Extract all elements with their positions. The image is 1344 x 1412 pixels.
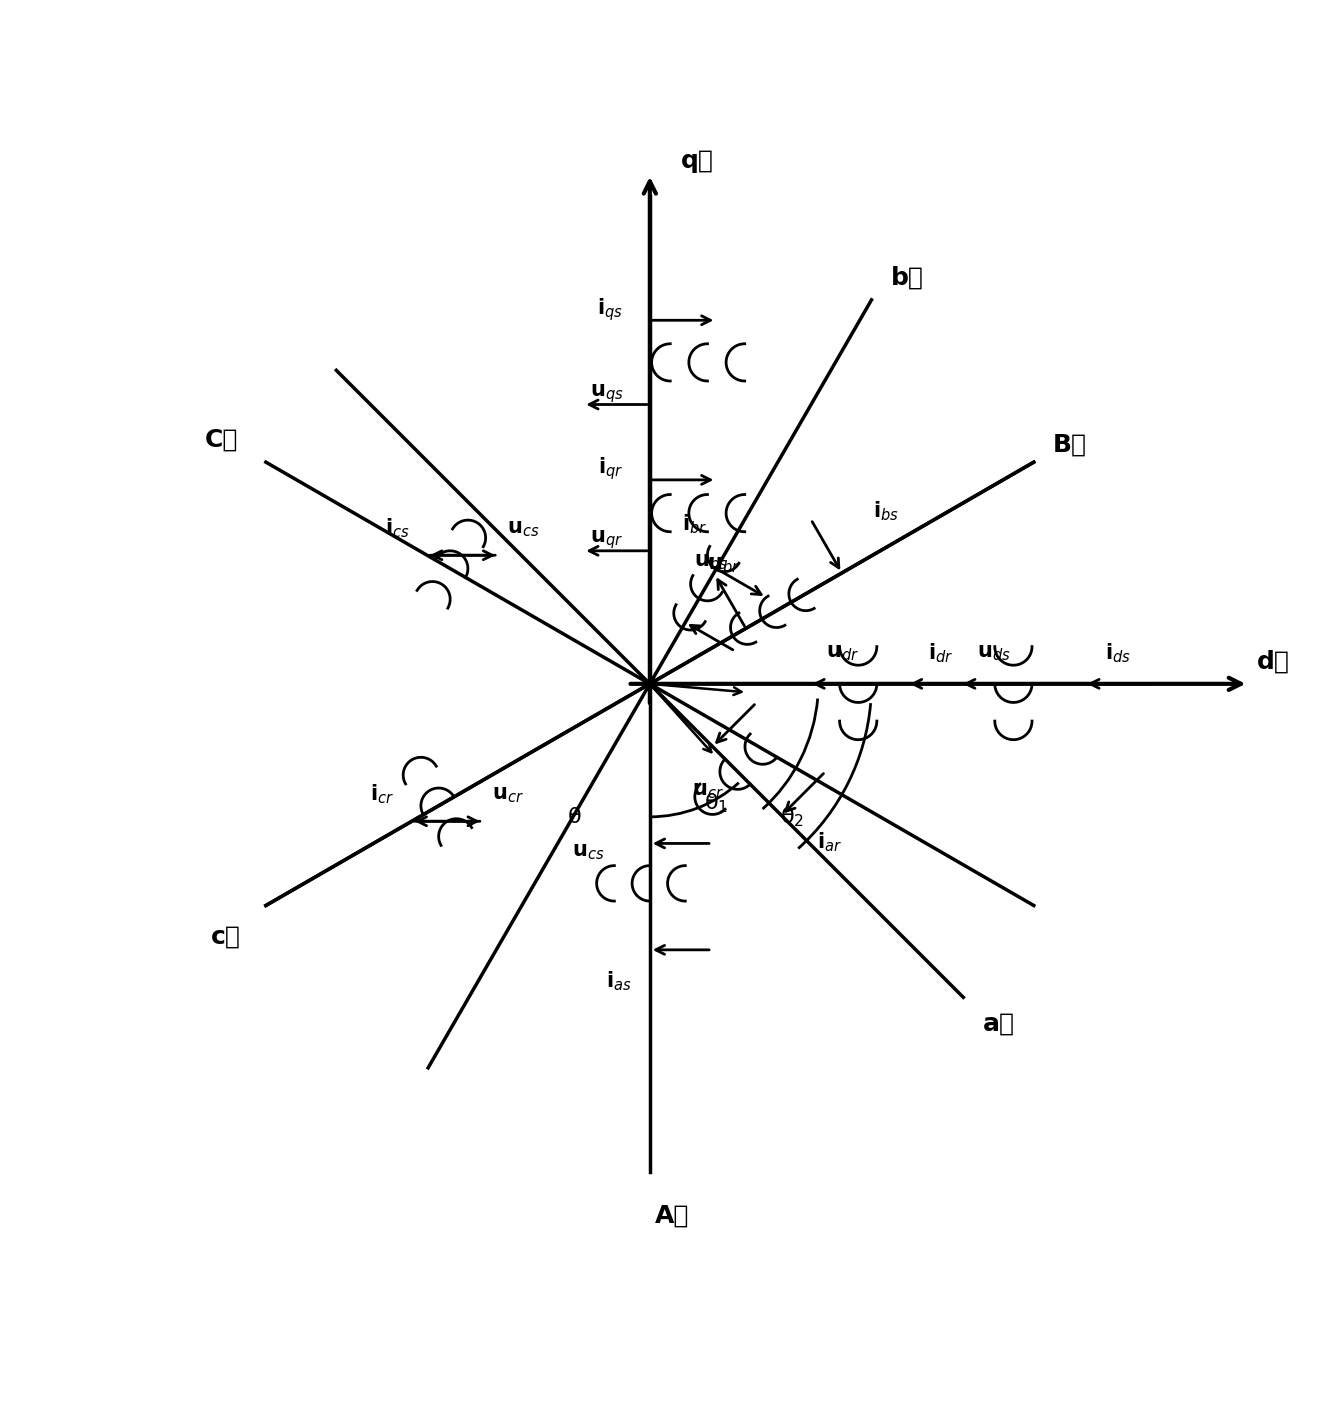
Text: C轴: C轴 [204, 428, 238, 452]
Text: θ$_2$: θ$_2$ [780, 805, 804, 829]
Text: θ: θ [567, 806, 582, 827]
Text: u$_{qs}$: u$_{qs}$ [590, 383, 624, 405]
Text: i$_{ds}$: i$_{ds}$ [1105, 641, 1130, 665]
Text: i$_{qs}$: i$_{qs}$ [597, 295, 624, 322]
Text: u$_{bs}$: u$_{bs}$ [695, 552, 728, 572]
Text: u$_{dr}$: u$_{dr}$ [827, 642, 859, 662]
Text: θ$_1$: θ$_1$ [704, 792, 728, 815]
Text: u$_{qr}$: u$_{qr}$ [590, 528, 624, 551]
Text: u$_{cs}$: u$_{cs}$ [571, 843, 603, 863]
Text: d轴: d轴 [1257, 650, 1290, 674]
Text: u$_{cs}$: u$_{cs}$ [507, 518, 539, 538]
Text: A轴: A轴 [655, 1204, 689, 1228]
Text: u$_{ds}$: u$_{ds}$ [977, 642, 1011, 662]
Text: i$_{ar}$: i$_{ar}$ [817, 830, 843, 854]
Text: u$_{br}$: u$_{br}$ [707, 555, 741, 575]
Text: i$_{cs}$: i$_{cs}$ [384, 517, 410, 541]
Text: i$_{br}$: i$_{br}$ [681, 513, 707, 537]
Text: b轴: b轴 [891, 265, 923, 289]
Text: i$_{dr}$: i$_{dr}$ [927, 641, 953, 665]
Text: c轴: c轴 [211, 925, 241, 949]
Text: a轴: a轴 [982, 1012, 1015, 1036]
Text: i$_{bs}$: i$_{bs}$ [872, 498, 899, 522]
Text: i$_{qr}$: i$_{qr}$ [598, 456, 624, 481]
Text: q轴: q轴 [681, 148, 714, 172]
Text: i$_{as}$: i$_{as}$ [606, 969, 632, 993]
Text: u$_{cr}$: u$_{cr}$ [492, 785, 523, 805]
Text: u$_{cr}$: u$_{cr}$ [692, 781, 724, 801]
Text: B轴: B轴 [1052, 432, 1086, 456]
Text: i$_{cr}$: i$_{cr}$ [370, 782, 394, 806]
